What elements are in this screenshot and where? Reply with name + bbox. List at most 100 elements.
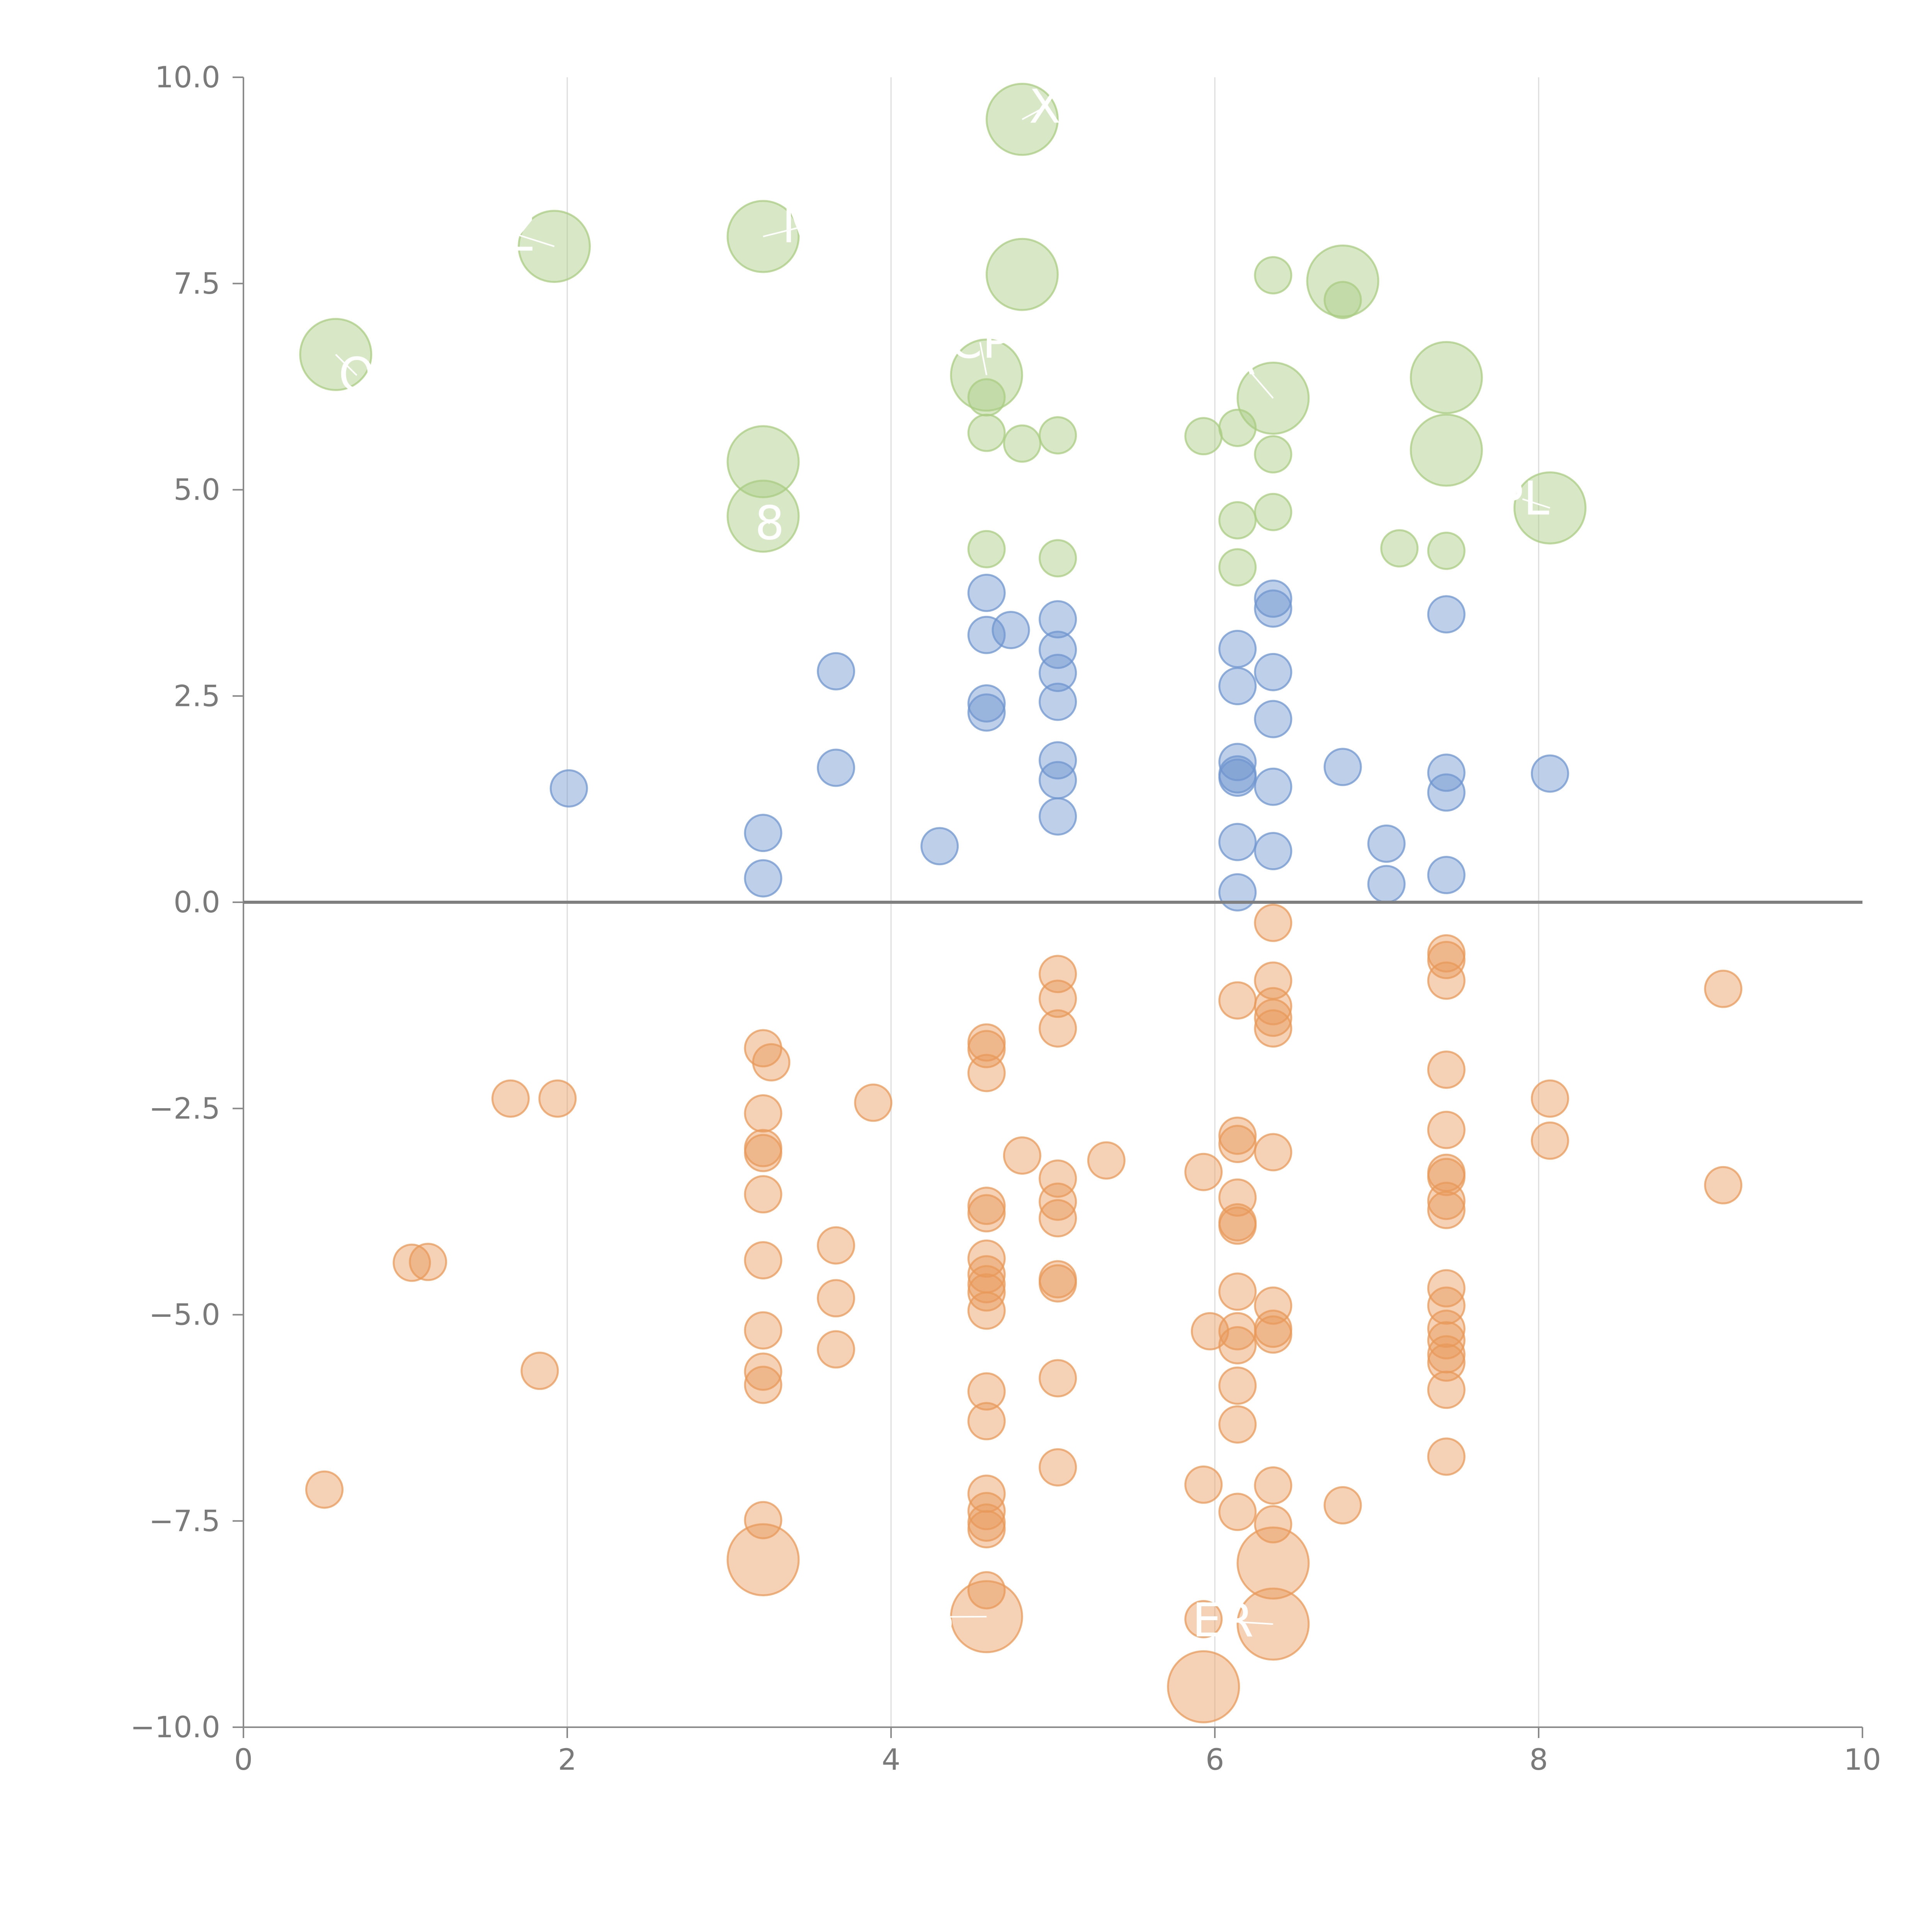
data-point xyxy=(1254,256,1293,294)
data-point xyxy=(1218,823,1257,861)
data-point xyxy=(744,1094,782,1133)
data-point xyxy=(538,1079,577,1118)
data-point xyxy=(1254,998,1293,1037)
point-label: ER xyxy=(1192,1594,1253,1648)
data-point xyxy=(1218,743,1257,781)
data-point xyxy=(967,1372,1006,1411)
data-point xyxy=(744,1134,782,1172)
data-point xyxy=(1254,435,1293,474)
point-label: A xyxy=(1223,332,1255,386)
data-point xyxy=(1254,653,1293,691)
data-point xyxy=(1427,940,1466,979)
data-point xyxy=(1410,341,1483,414)
y-tick-label: 7.5 xyxy=(173,266,220,301)
data-point xyxy=(744,814,782,852)
data-point xyxy=(1427,595,1466,634)
data-point xyxy=(1427,1321,1466,1360)
point-label: O xyxy=(338,348,375,402)
data-point xyxy=(1254,1505,1293,1544)
data-point xyxy=(1218,981,1257,1020)
data-point xyxy=(1039,1159,1077,1198)
data-point xyxy=(967,413,1006,452)
y-tick-label: 2.5 xyxy=(173,679,220,713)
data-point xyxy=(1531,1079,1569,1118)
point-label: S xyxy=(925,1590,954,1643)
data-point xyxy=(744,1352,782,1391)
data-point xyxy=(1323,748,1362,786)
data-point xyxy=(752,1043,791,1082)
data-point xyxy=(1427,753,1466,792)
data-point xyxy=(1254,903,1293,942)
data-point xyxy=(920,827,959,866)
data-point xyxy=(1380,529,1419,568)
data-point xyxy=(1218,1125,1257,1163)
data-point xyxy=(1531,754,1569,793)
data-point xyxy=(1184,1153,1223,1191)
data-point xyxy=(1367,865,1406,903)
series-upper-labeled xyxy=(299,83,1587,587)
data-point xyxy=(744,1366,782,1404)
data-point xyxy=(1254,1133,1293,1172)
data-point xyxy=(854,1083,893,1122)
point-label: X xyxy=(1029,80,1061,134)
data-point xyxy=(1184,417,1223,456)
data-point xyxy=(744,859,782,898)
data-point xyxy=(1218,1272,1257,1311)
data-point xyxy=(1218,630,1257,668)
labels-layer: Z M X CP A O PL 8 ER S xyxy=(335,80,1550,1648)
data-point xyxy=(967,1571,1006,1610)
x-tick-label: 6 xyxy=(1206,1742,1224,1777)
data-point xyxy=(967,1510,1006,1549)
data-point xyxy=(1254,767,1293,806)
data-point xyxy=(1039,1448,1077,1486)
data-point xyxy=(817,748,855,787)
data-point xyxy=(1427,1437,1466,1476)
y-tick-label: −2.5 xyxy=(149,1091,220,1126)
y-tick-label: 5.0 xyxy=(173,473,220,507)
data-point xyxy=(1218,873,1257,912)
data-point xyxy=(305,1470,344,1509)
data-point xyxy=(1254,1466,1293,1505)
data-point xyxy=(1003,1136,1041,1175)
point-label: 8 xyxy=(755,497,784,551)
data-point xyxy=(1704,1166,1743,1204)
data-point xyxy=(1039,682,1077,721)
y-tick-label: 0.0 xyxy=(173,885,220,919)
data-point xyxy=(1039,761,1077,799)
data-point xyxy=(1427,1182,1466,1220)
data-point xyxy=(726,1523,800,1597)
data-point xyxy=(744,1501,782,1539)
data-point xyxy=(1323,281,1362,319)
data-point xyxy=(520,1352,559,1390)
data-point xyxy=(1367,824,1406,863)
x-tick-label: 2 xyxy=(558,1742,577,1777)
data-point xyxy=(1167,1650,1240,1723)
data-point xyxy=(1254,1009,1293,1048)
data-point xyxy=(1218,548,1257,587)
data-point xyxy=(1427,1343,1466,1382)
label-leader-line xyxy=(335,354,357,376)
data-point xyxy=(1323,1486,1362,1525)
data-point xyxy=(967,530,1006,568)
data-point xyxy=(967,693,1006,732)
y-tick-label: −5.0 xyxy=(149,1298,220,1332)
data-point xyxy=(817,652,855,690)
data-point xyxy=(1218,1326,1257,1364)
data-point xyxy=(1039,539,1077,578)
data-point xyxy=(817,1279,855,1318)
data-point xyxy=(1039,741,1077,780)
data-point xyxy=(1531,1121,1569,1160)
y-tick-label: −10.0 xyxy=(130,1710,220,1744)
x-tick-label: 10 xyxy=(1844,1742,1881,1777)
data-point xyxy=(1087,1141,1126,1180)
data-point xyxy=(1039,600,1077,639)
label-leader-line xyxy=(1022,106,1045,120)
data-point xyxy=(1254,700,1293,738)
data-point xyxy=(744,1175,782,1214)
data-point xyxy=(967,573,1006,612)
data-point xyxy=(967,1194,1006,1233)
data-point xyxy=(1039,653,1077,692)
data-point xyxy=(409,1243,447,1281)
points-layer xyxy=(299,83,1743,1723)
data-point xyxy=(1218,1366,1257,1405)
